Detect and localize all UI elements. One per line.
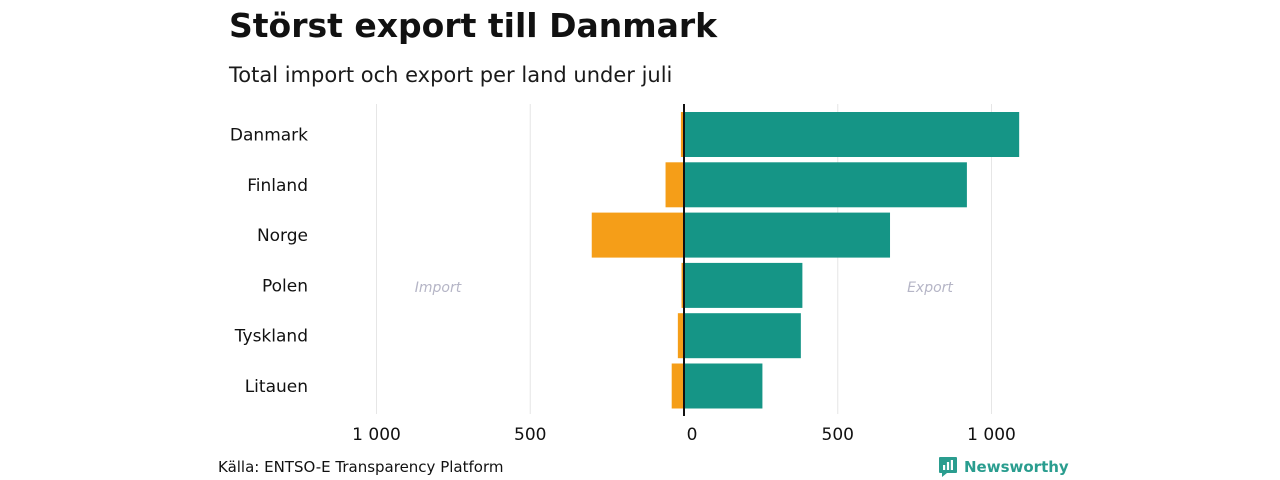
newsworthy-logo: Newsworthy [938,456,1069,478]
source-note: Källa: ENTSO-E Transparency Platform [218,458,504,476]
category-label: Finland [247,176,308,196]
import-bar [591,212,684,258]
newsworthy-logo-text: Newsworthy [964,458,1069,476]
import-bar [665,162,684,208]
export-bar [684,112,1020,157]
import-bar [681,262,684,308]
category-label: Litauen [245,377,308,397]
x-tick-label: 1 000 [967,425,1016,445]
x-tick-label: 500 [822,425,854,445]
annotation-import: Import [415,280,462,296]
export-bar [684,313,801,359]
x-tick-label: 500 [514,425,546,445]
category-label: Danmark [230,126,308,146]
category-label: Polen [262,276,308,296]
import-bar [680,112,684,157]
export-bar [684,212,891,258]
annotation-export: Export [907,280,953,296]
export-bar [684,162,967,208]
x-tick-label: 0 [687,425,698,445]
export-bar [684,262,803,308]
export-bar [684,363,763,409]
chart-subtitle: Total import och export per land under j… [229,63,673,87]
category-label: Tyskland [234,327,308,347]
import-bar [671,363,684,409]
category-label: Norge [257,226,308,246]
x-tick-label: 1 000 [352,425,401,445]
chart-title: Störst export till Danmark [229,6,718,45]
newsworthy-logo-icon [939,457,957,477]
import-bar [677,313,684,359]
